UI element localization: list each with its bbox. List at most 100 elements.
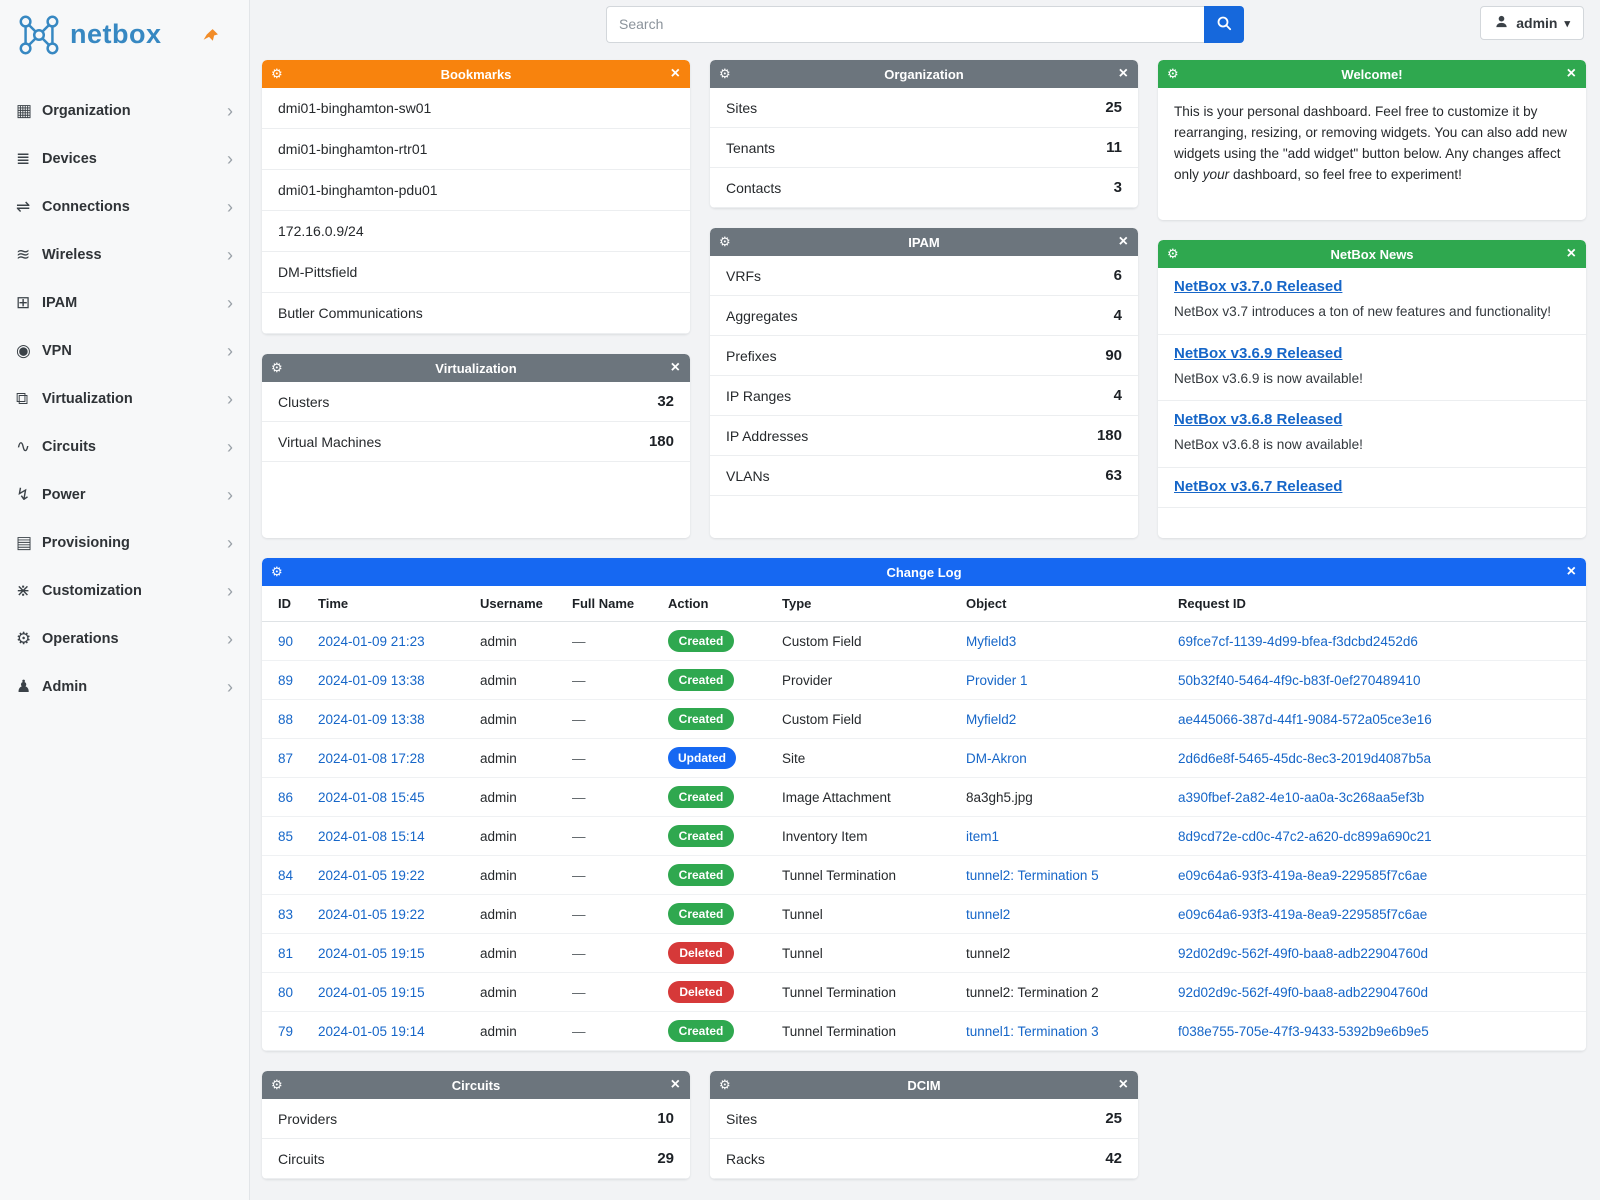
request-id-link[interactable]: 92d02d9c-562f-49f0-baa8-adb22904760d [1178, 984, 1428, 1000]
widget-close-icon[interactable]: × [1566, 563, 1576, 580]
change-id-link[interactable]: 80 [278, 984, 294, 1000]
stat-label[interactable]: Racks [726, 1150, 765, 1167]
ipam-widget-header[interactable]: ⚙ IPAM × [710, 228, 1138, 256]
sidebar-item-customization[interactable]: ⋇ Customization › [0, 567, 249, 615]
bookmark-item[interactable]: dmi01-binghamton-rtr01 [262, 129, 690, 170]
change-object-link[interactable]: item1 [966, 828, 1000, 844]
sidebar-item-virtualization[interactable]: ⧉ Virtualization › [0, 375, 249, 423]
change-time-link[interactable]: 2024-01-05 19:22 [318, 867, 425, 883]
bookmark-item[interactable]: dmi01-binghamton-pdu01 [262, 170, 690, 211]
change-time-link[interactable]: 2024-01-09 13:38 [318, 672, 425, 688]
change-time-link[interactable]: 2024-01-09 13:38 [318, 711, 425, 727]
netbox-news-widget-header[interactable]: ⚙ NetBox News × [1158, 240, 1586, 268]
widget-close-icon[interactable]: × [1118, 1076, 1128, 1093]
stat-label[interactable]: Circuits [278, 1150, 325, 1167]
bookmark-item[interactable]: DM-Pittsfield [262, 252, 690, 293]
stat-label[interactable]: IP Addresses [726, 427, 809, 444]
request-id-link[interactable]: 69fce7cf-1139-4d99-bfea-f3dcbd2452d6 [1178, 633, 1418, 649]
user-menu-button[interactable]: admin ▾ [1480, 6, 1584, 40]
request-id-link[interactable]: 50b32f40-5464-4f9c-b83f-0ef270489410 [1178, 672, 1421, 688]
bookmark-item[interactable]: 172.16.0.9/24 [262, 211, 690, 252]
change-time-link[interactable]: 2024-01-05 19:15 [318, 984, 425, 1000]
news-headline-link[interactable]: NetBox v3.6.9 Released [1174, 344, 1343, 362]
sidebar-item-organization[interactable]: ▦ Organization › [0, 87, 249, 135]
request-id-link[interactable]: a390fbef-2a82-4e10-aa0a-3c268aa5ef3b [1178, 789, 1425, 805]
request-id-link[interactable]: e09c64a6-93f3-419a-8ea9-229585f7c6ae [1178, 867, 1428, 883]
stat-label[interactable]: VLANs [726, 467, 770, 484]
change-object-link[interactable]: Provider 1 [966, 672, 1028, 688]
sidebar-item-admin[interactable]: ♟ Admin › [0, 663, 249, 711]
search-input[interactable] [606, 5, 1204, 43]
news-headline-link[interactable]: NetBox v3.7.0 Released [1174, 278, 1343, 295]
change-log-widget-header[interactable]: ⚙ Change Log × [262, 558, 1586, 586]
widget-config-icon[interactable]: ⚙ [271, 66, 283, 81]
stat-label[interactable]: Clusters [278, 393, 330, 410]
stat-label[interactable]: Contacts [726, 179, 782, 196]
change-id-link[interactable]: 79 [278, 1023, 294, 1039]
change-object-link[interactable]: 8a3gh5.jpg [966, 789, 1033, 805]
request-id-link[interactable]: e09c64a6-93f3-419a-8ea9-229585f7c6ae [1178, 906, 1428, 922]
widget-config-icon[interactable]: ⚙ [271, 564, 283, 579]
widget-close-icon[interactable]: × [1566, 65, 1576, 82]
stat-label[interactable]: Aggregates [726, 307, 798, 324]
sidebar-item-connections[interactable]: ⇌ Connections › [0, 183, 249, 231]
change-id-link[interactable]: 83 [278, 906, 294, 922]
change-time-link[interactable]: 2024-01-09 21:23 [318, 633, 425, 649]
change-object-link[interactable]: tunnel2 [966, 906, 1011, 922]
change-object-link[interactable]: DM-Akron [966, 750, 1027, 766]
stat-label[interactable]: Tenants [726, 139, 776, 156]
change-time-link[interactable]: 2024-01-05 19:14 [318, 1023, 425, 1039]
welcome-widget-header[interactable]: ⚙ Welcome! × [1158, 60, 1586, 88]
widget-config-icon[interactable]: ⚙ [1167, 66, 1179, 81]
sidebar-item-power[interactable]: ↯ Power › [0, 471, 249, 519]
widget-config-icon[interactable]: ⚙ [719, 1077, 731, 1092]
widget-close-icon[interactable]: × [1118, 233, 1128, 250]
request-id-link[interactable]: 92d02d9c-562f-49f0-baa8-adb22904760d [1178, 945, 1428, 961]
change-object-link[interactable]: Myfield2 [966, 711, 1017, 727]
stat-label[interactable]: Sites [726, 1110, 758, 1127]
change-time-link[interactable]: 2024-01-08 15:14 [318, 828, 425, 844]
widget-config-icon[interactable]: ⚙ [271, 1077, 283, 1092]
sidebar-item-provisioning[interactable]: ▤ Provisioning › [0, 519, 249, 567]
change-id-link[interactable]: 86 [278, 789, 294, 805]
request-id-link[interactable]: ae445066-387d-44f1-9084-572a05ce3e16 [1178, 711, 1432, 727]
change-time-link[interactable]: 2024-01-08 15:45 [318, 789, 425, 805]
widget-close-icon[interactable]: × [670, 359, 680, 376]
widget-config-icon[interactable]: ⚙ [1167, 246, 1179, 261]
widget-config-icon[interactable]: ⚙ [719, 66, 731, 81]
request-id-link[interactable]: 8d9cd72e-cd0c-47c2-a620-dc899a690c21 [1178, 828, 1432, 844]
stat-label[interactable]: Virtual Machines [278, 433, 382, 450]
bookmark-item[interactable]: dmi01-binghamton-sw01 [262, 88, 690, 129]
change-id-link[interactable]: 87 [278, 750, 294, 766]
change-id-link[interactable]: 84 [278, 867, 294, 883]
sidebar-item-devices[interactable]: ≣ Devices › [0, 135, 249, 183]
change-object-link[interactable]: tunnel2: Termination 2 [966, 984, 1099, 1000]
change-object-link[interactable]: tunnel1: Termination 3 [966, 1023, 1099, 1039]
request-id-link[interactable]: f038e755-705e-47f3-9433-5392b9e6b9e5 [1178, 1023, 1429, 1039]
widget-close-icon[interactable]: × [1118, 65, 1128, 82]
change-id-link[interactable]: 88 [278, 711, 294, 727]
widget-close-icon[interactable]: × [670, 1076, 680, 1093]
sidebar-item-wireless[interactable]: ≋ Wireless › [0, 231, 249, 279]
change-time-link[interactable]: 2024-01-05 19:22 [318, 906, 425, 922]
change-object-link[interactable]: Myfield3 [966, 633, 1017, 649]
bookmarks-widget-header[interactable]: ⚙ Bookmarks × [262, 60, 690, 88]
request-id-link[interactable]: 2d6d6e8f-5465-45dc-8ec3-2019d4087b5a [1178, 750, 1431, 766]
virtualization-widget-header[interactable]: ⚙ Virtualization × [262, 354, 690, 382]
sidebar-item-operations[interactable]: ⚙ Operations › [0, 615, 249, 663]
news-headline-link[interactable]: NetBox v3.6.7 Released [1174, 478, 1343, 496]
sidebar-item-vpn[interactable]: ◉ VPN › [0, 327, 249, 375]
widget-close-icon[interactable]: × [1566, 245, 1576, 262]
stat-label[interactable]: IP Ranges [726, 387, 792, 404]
change-id-link[interactable]: 90 [278, 633, 294, 649]
organization-widget-header[interactable]: ⚙ Organization × [710, 60, 1138, 88]
search-button[interactable] [1204, 5, 1244, 43]
change-id-link[interactable]: 85 [278, 828, 294, 844]
netbox-logo[interactable]: netbox [0, 0, 249, 73]
widget-config-icon[interactable]: ⚙ [271, 360, 283, 375]
bookmark-item[interactable]: Butler Communications [262, 293, 690, 334]
stat-label[interactable]: Prefixes [726, 347, 777, 364]
stat-label[interactable]: Sites [726, 99, 758, 116]
change-id-link[interactable]: 81 [278, 945, 294, 961]
change-object-link[interactable]: tunnel2: Termination 5 [966, 867, 1099, 883]
